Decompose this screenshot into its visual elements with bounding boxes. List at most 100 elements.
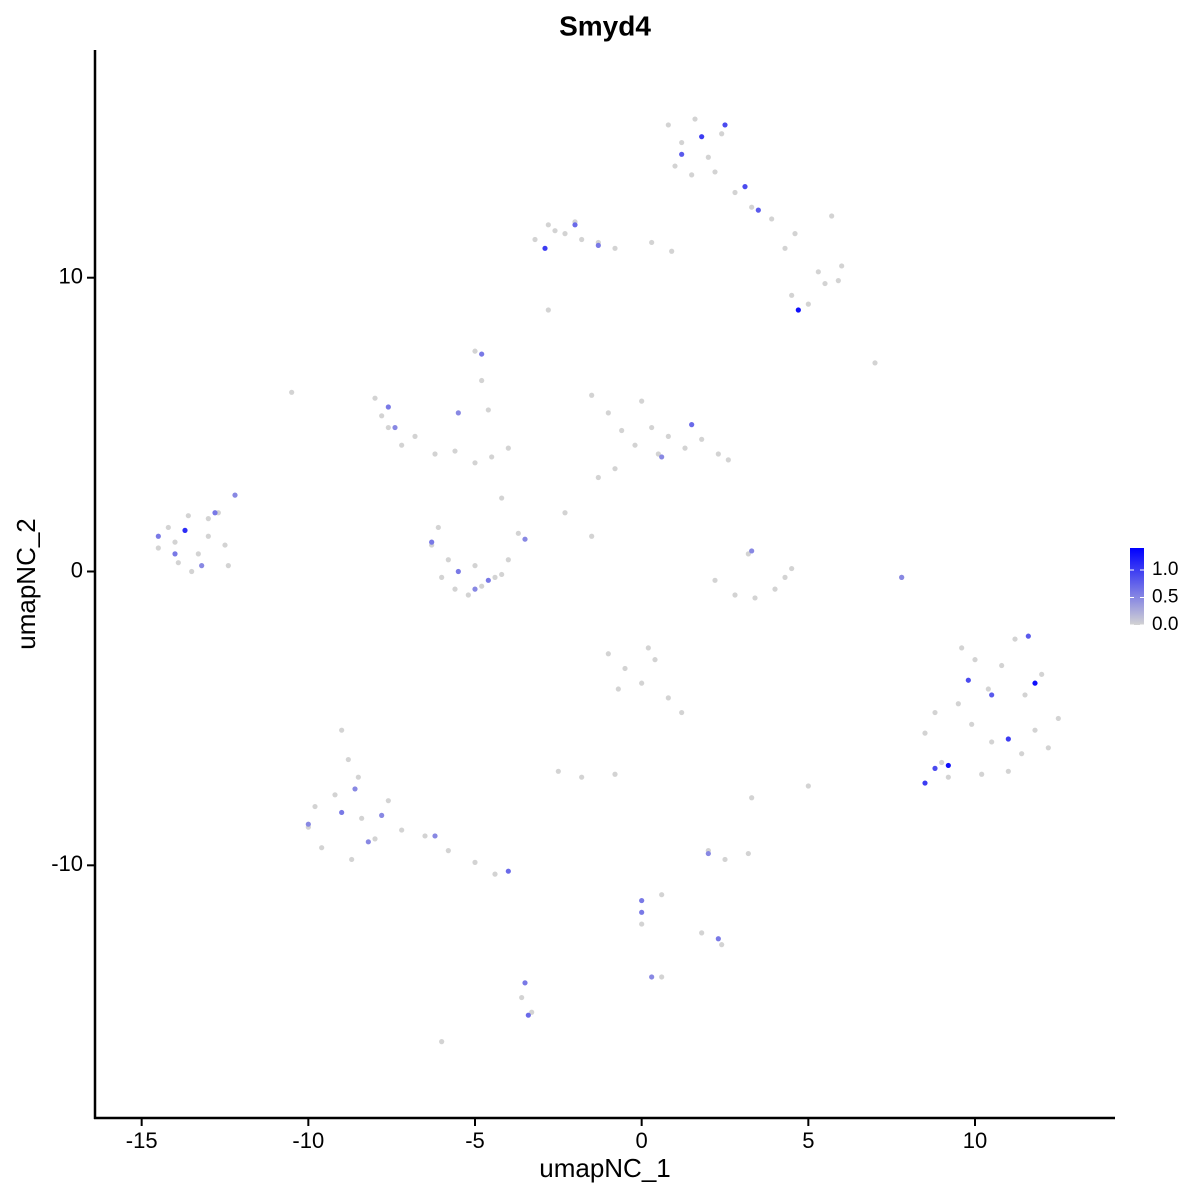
point — [922, 780, 928, 786]
point — [399, 827, 405, 833]
point — [985, 686, 991, 692]
point — [689, 172, 695, 178]
point — [1032, 680, 1038, 686]
point — [479, 377, 485, 384]
point — [522, 980, 528, 986]
point — [175, 560, 181, 566]
point — [205, 516, 211, 522]
point — [715, 936, 721, 942]
point — [699, 436, 705, 442]
y-tick-label: 10 — [59, 264, 83, 289]
point — [472, 859, 478, 865]
point — [969, 721, 975, 727]
point — [435, 524, 441, 531]
point — [749, 795, 755, 801]
point — [639, 897, 645, 904]
point — [745, 551, 751, 557]
point — [379, 812, 385, 818]
point — [472, 348, 478, 354]
point — [1019, 751, 1025, 757]
point — [979, 771, 985, 777]
point — [345, 756, 351, 763]
point — [199, 563, 205, 569]
point — [212, 510, 218, 516]
point — [665, 433, 671, 439]
point — [652, 657, 658, 663]
point — [1022, 692, 1028, 698]
point — [505, 445, 511, 451]
point — [589, 392, 595, 398]
point — [445, 848, 451, 854]
point — [1039, 671, 1045, 677]
point — [185, 513, 191, 519]
point — [742, 184, 748, 190]
point — [619, 427, 625, 434]
point — [189, 568, 195, 575]
point — [392, 424, 398, 431]
point — [195, 551, 201, 557]
point — [612, 771, 618, 777]
point — [989, 692, 995, 698]
point — [399, 442, 405, 448]
point — [289, 389, 295, 395]
point — [562, 231, 568, 237]
point — [452, 448, 458, 454]
colorbar — [1130, 548, 1144, 625]
point — [612, 245, 618, 251]
point — [492, 871, 498, 877]
point — [745, 850, 751, 857]
point — [332, 792, 338, 798]
point — [465, 592, 471, 598]
point — [479, 583, 485, 589]
point — [305, 821, 311, 827]
point — [499, 571, 505, 578]
point — [472, 460, 478, 466]
x-tick-label: 5 — [802, 1128, 814, 1153]
point — [589, 533, 595, 539]
point — [732, 189, 738, 196]
y-tick-label: -10 — [51, 851, 83, 876]
point — [999, 662, 1005, 669]
point — [1045, 745, 1051, 751]
point — [639, 921, 645, 927]
point — [645, 645, 651, 651]
point — [705, 850, 711, 857]
point — [732, 592, 738, 598]
point — [712, 169, 718, 175]
point — [439, 1039, 445, 1045]
point — [349, 856, 355, 863]
point — [312, 803, 318, 810]
point — [989, 739, 995, 745]
point — [872, 360, 878, 366]
point — [579, 774, 585, 780]
chart-title: Smyd4 — [559, 10, 651, 41]
point — [649, 424, 655, 431]
y-tick-label: 0 — [71, 557, 83, 582]
point — [445, 557, 451, 563]
point — [432, 451, 438, 457]
point — [639, 398, 645, 404]
x-tick-label: -5 — [465, 1128, 485, 1153]
point — [679, 151, 685, 157]
point — [385, 404, 391, 410]
point — [639, 909, 645, 915]
point — [829, 213, 835, 219]
point — [612, 466, 618, 472]
point — [412, 433, 418, 439]
point — [715, 451, 721, 457]
point — [499, 495, 505, 501]
point — [525, 1012, 531, 1018]
point — [545, 307, 551, 313]
points — [155, 116, 1061, 1045]
x-tick-label: -10 — [292, 1128, 324, 1153]
point — [492, 574, 498, 580]
point — [422, 833, 428, 839]
point — [965, 677, 971, 683]
point — [679, 709, 685, 716]
point — [385, 424, 391, 431]
point — [555, 768, 561, 774]
point — [679, 139, 685, 146]
point — [632, 442, 638, 448]
point — [659, 892, 665, 898]
point — [359, 815, 365, 821]
